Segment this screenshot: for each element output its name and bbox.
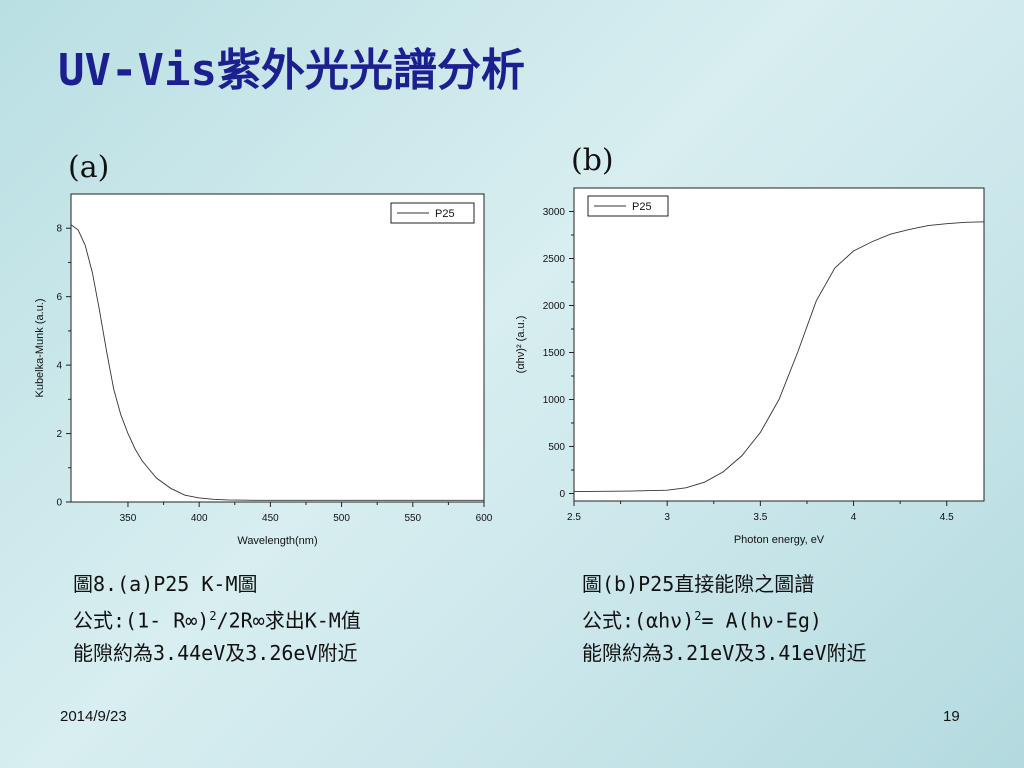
plot-frame [70, 193, 485, 503]
x-tick-label: 3.5 [753, 512, 767, 523]
x-tick-label: 4 [851, 512, 857, 523]
y-tick-label: 0 [559, 489, 565, 500]
legend: P25 [587, 195, 669, 217]
legend-box [390, 202, 475, 224]
footer-page-number: 19 [943, 708, 960, 725]
caption-left-line1: 圖8.(a)P25 K-M圖 [73, 572, 258, 596]
legend: P25 [390, 202, 475, 224]
x-tick-label: 500 [333, 513, 350, 524]
x-tick-label: 600 [476, 513, 493, 524]
caption-right-line3: 能隙約為3.21eV及3.41eV附近 [582, 640, 867, 665]
caption-left-line3: 能隙約為3.44eV及3.26eV附近 [73, 640, 358, 665]
x-tick-label: 400 [191, 513, 208, 524]
caption-left-formula-suffix: /2R∞求出K-M值 [216, 608, 361, 633]
x-tick-label: 450 [262, 513, 279, 524]
y-tick-label: 4 [56, 361, 62, 372]
panel-label-b: (b) [571, 143, 614, 178]
chart-direct-bandgap: 2.5 3 3.5 4 4.5 0 500 1000 1500 2000 2500 3000 Photo… [515, 187, 985, 546]
series-line-p25 [573, 221, 985, 493]
caption-right-line2: 公式:(αhν)2= A(hν-Eg) [582, 600, 867, 637]
plot-frame [573, 187, 985, 502]
y-tick-label: 1000 [543, 395, 566, 406]
x-tick-label: 2.5 [567, 512, 581, 523]
x-tick-label: 4.5 [940, 512, 954, 523]
footer-date: 2014/9/23 [60, 708, 127, 725]
x-axis-label: Wavelength(nm) [237, 535, 317, 547]
legend-label: P25 [435, 208, 455, 220]
x-axis-label: Photon energy, eV [734, 534, 825, 546]
caption-left-formula-sup: 2 [209, 609, 217, 623]
chart-direct-bandgap-svg: 2.5 3 3.5 4 4.5 0 500 1000 1500 2000 2500 3000 Photo… [515, 187, 985, 546]
caption-right-formula-prefix: 公式:(αhν) [582, 608, 695, 633]
caption-left-line2: 公式:(1- R∞)2/2R∞求出K-M值 [73, 600, 361, 637]
caption-right-formula-sup: 2 [694, 609, 702, 623]
x-tick-label: 350 [120, 513, 137, 524]
y-tick-label: 2000 [543, 301, 566, 312]
caption-right-line1: 圖(b)P25直接能隙之圖譜 [582, 572, 815, 596]
chart-kubelka-munk-svg: 350 400 450 500 550 600 0 2 4 6 8 Wavelength(nm) Kub… [34, 193, 493, 547]
series-line-p25 [70, 224, 484, 501]
y-tick-label: 3000 [543, 207, 566, 218]
y-tick-label: 1500 [543, 348, 566, 359]
panel-label-a: (a) [68, 150, 110, 185]
y-tick-label: 0 [56, 498, 62, 509]
y-tick-label: 2500 [543, 254, 566, 265]
chart-kubelka-munk: 350 400 450 500 550 600 0 2 4 6 8 Wavelength(nm) Kub… [34, 193, 493, 547]
caption-left: 圖8.(a)P25 K-M圖 公式:(1- R∞)2/2R∞求出K-M值 能隙約… [73, 568, 361, 669]
y-tick-label: 6 [56, 292, 62, 303]
y-tick-label: 500 [548, 442, 565, 453]
caption-left-formula-prefix: 公式:(1- R∞) [73, 608, 210, 633]
legend-label: P25 [632, 201, 652, 213]
caption-right: 圖(b)P25直接能隙之圖譜 公式:(αhν)2= A(hν-Eg) 能隙約為3… [582, 568, 867, 669]
y-axis-label: (αhν)² (a.u.) [515, 316, 527, 374]
x-tick-label: 3 [664, 512, 670, 523]
legend-box [587, 195, 669, 217]
y-tick-label: 8 [56, 224, 62, 235]
caption-right-formula-suffix: = A(hν-Eg) [701, 608, 822, 633]
y-tick-label: 2 [56, 429, 62, 440]
slide-title: UV-Vis紫外光光譜分析 [58, 45, 525, 96]
y-axis-label: Kubelka-Munk (a.u.) [34, 298, 46, 397]
x-tick-label: 550 [404, 513, 421, 524]
